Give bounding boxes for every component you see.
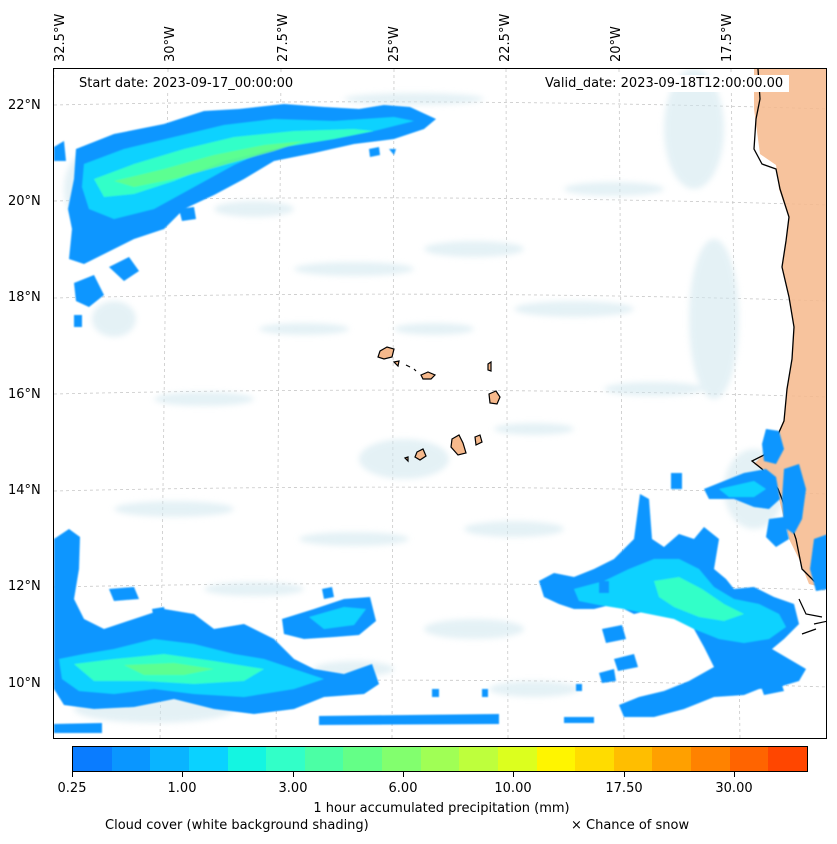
colorbar-segment [420,747,460,771]
colorbar-segment [188,747,228,771]
colorbar-segment [613,747,653,771]
precip-band-northwest [54,104,436,327]
valid-date-label: Valid_date: 2023-09-18T12:00:00.00 [539,75,790,92]
lon-label-17-5w: 17.5°W [720,13,735,62]
map-panel[interactable] [53,68,827,739]
colorbar-tickmark [624,772,625,777]
lat-label-20n: 20°N [8,194,41,209]
lat-label-16n: 16°N [8,387,41,402]
colorbar-segment [343,747,382,771]
colorbar-tick-label: 30.00 [715,781,753,796]
colorbar-segment [266,747,305,771]
colorbar-segment [497,747,537,771]
colorbar-segment [459,747,498,771]
island-dots [405,364,417,372]
lat-label-12n: 12°N [8,579,41,594]
colorbar-segment [111,747,151,771]
cape-verde-islands [377,346,501,463]
lon-label-25w: 25°W [387,26,402,62]
colorbar-tick-label: 17.50 [605,781,643,796]
colorbar-segment [575,747,614,771]
colorbar-segment [691,747,730,771]
colorbar-tickmark [182,772,183,777]
lon-label-27-5w: 27.5°W [276,13,291,62]
precip-band-southwest [54,529,594,733]
snow-chance-note: × Chance of snow [571,818,690,833]
colorbar-segment [382,747,421,771]
colorbar-tickmark [403,772,404,777]
precip-colorbar [72,746,808,772]
lat-label-10n: 10°N [8,676,41,691]
colorbar-tickmark [72,772,73,777]
colorbar-segment [768,747,807,771]
colorbar-tickmark [513,772,514,777]
precip-band-southeast [539,429,826,717]
coastline-south [798,598,826,635]
colorbar-tick-label: 1.00 [167,781,197,796]
colorbar-tick-label: 10.00 [494,781,532,796]
lon-label-20w: 20°W [609,26,624,62]
colorbar-segment [150,747,189,771]
colorbar-segment [227,747,267,771]
colorbar-segment [536,747,576,771]
lon-label-22-5w: 22.5°W [498,13,513,62]
cloud-cover-note: Cloud cover (white background shading) [105,818,369,833]
colorbar-tick-label: 0.25 [57,781,87,796]
colorbar-tick-label: 3.00 [278,781,308,796]
colorbar-segment [304,747,344,771]
map-canvas [54,69,826,738]
colorbar-title: 1 hour accumulated precipitation (mm) [313,801,570,816]
colorbar-segment [729,747,769,771]
colorbar-segment [652,747,691,771]
lat-label-18n: 18°N [8,290,41,305]
lat-label-22n: 22°N [8,98,41,113]
colorbar-tickmark [293,772,294,777]
lon-label-32-5w: 32.5°W [53,13,68,62]
colorbar-tickmark [734,772,735,777]
lat-label-14n: 14°N [8,483,41,498]
colorbar-tick-label: 6.00 [388,781,418,796]
lon-label-30w: 30°W [163,26,178,62]
start-date-label: Start date: 2023-09-17_00:00:00 [73,75,300,92]
colorbar-segment [73,747,112,771]
